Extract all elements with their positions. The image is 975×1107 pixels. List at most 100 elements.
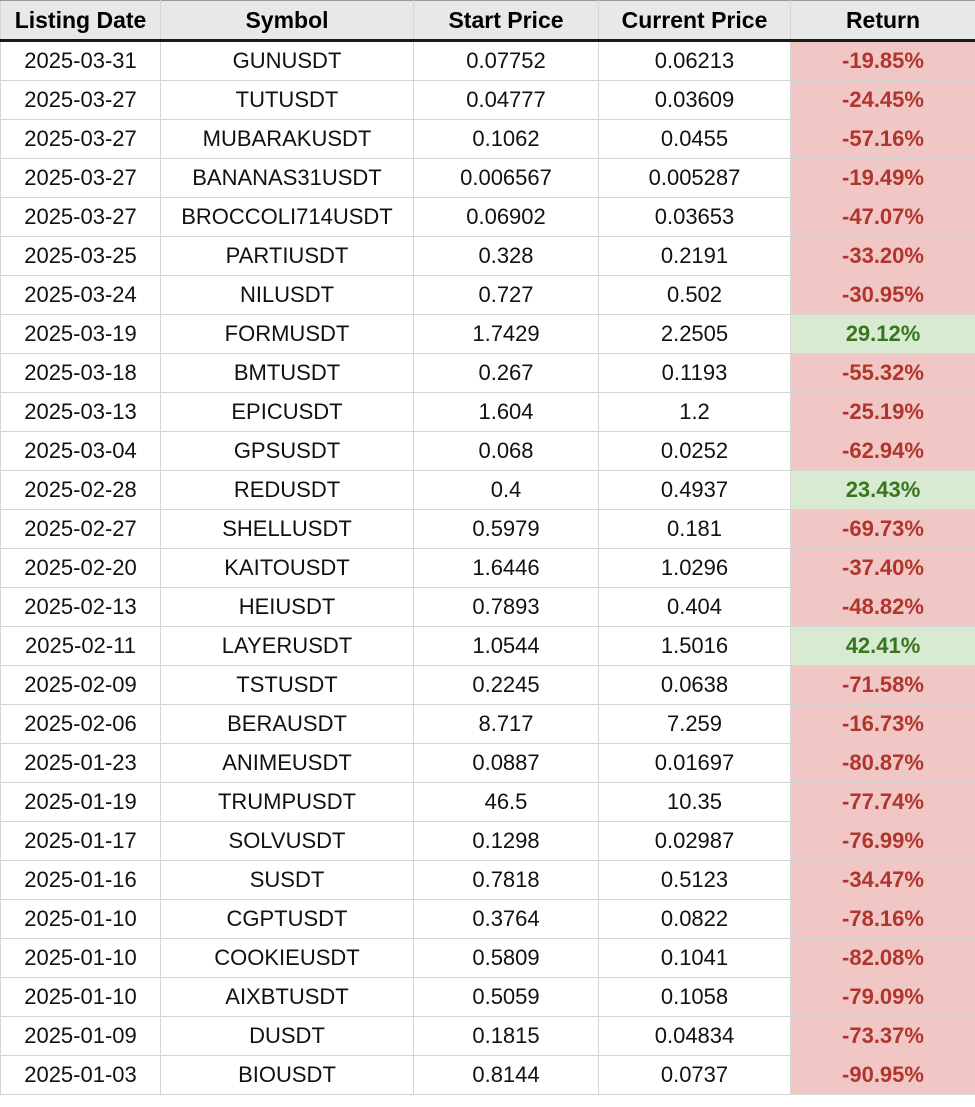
cell-return: -33.20% — [790, 236, 975, 276]
cell-return: 29.12% — [790, 314, 975, 354]
column-header-start-price: Start Price — [413, 0, 599, 42]
cell-return: -55.32% — [790, 353, 975, 393]
cell-start-price: 0.267 — [413, 353, 599, 393]
cell-return: -90.95% — [790, 1055, 975, 1095]
header-row: Listing Date Symbol Start Price Current … — [0, 0, 975, 42]
cell-return: -69.73% — [790, 509, 975, 549]
table-row: 2025-03-25 PARTIUSDT 0.328 0.2191 -33.20… — [0, 236, 975, 276]
cell-start-price: 0.1815 — [413, 1016, 599, 1056]
cell-symbol: SUSDT — [160, 860, 414, 900]
table-row: 2025-03-27 BANANAS31USDT 0.006567 0.0052… — [0, 158, 975, 198]
cell-current-price: 0.0638 — [598, 665, 791, 705]
cell-start-price: 0.06902 — [413, 197, 599, 237]
cell-start-price: 46.5 — [413, 782, 599, 822]
table-row: 2025-01-23 ANIMEUSDT 0.0887 0.01697 -80.… — [0, 743, 975, 783]
cell-current-price: 0.005287 — [598, 158, 791, 198]
cell-start-price: 1.0544 — [413, 626, 599, 666]
cell-symbol: BERAUSDT — [160, 704, 414, 744]
cell-return: -25.19% — [790, 392, 975, 432]
cell-symbol: EPICUSDT — [160, 392, 414, 432]
cell-start-price: 0.07752 — [413, 40, 599, 81]
table-body: 2025-03-31 GUNUSDT 0.07752 0.06213 -19.8… — [0, 40, 975, 1095]
cell-listing-date: 2025-01-10 — [0, 899, 161, 939]
cell-return: -78.16% — [790, 899, 975, 939]
cell-listing-date: 2025-03-27 — [0, 197, 161, 237]
cell-current-price: 0.04834 — [598, 1016, 791, 1056]
cell-symbol: SHELLUSDT — [160, 509, 414, 549]
cell-symbol: BMTUSDT — [160, 353, 414, 393]
cell-return: -71.58% — [790, 665, 975, 705]
cell-listing-date: 2025-03-04 — [0, 431, 161, 471]
table-row: 2025-01-17 SOLVUSDT 0.1298 0.02987 -76.9… — [0, 821, 975, 861]
cell-symbol: PARTIUSDT — [160, 236, 414, 276]
cell-listing-date: 2025-03-13 — [0, 392, 161, 432]
cell-listing-date: 2025-03-27 — [0, 119, 161, 159]
cell-symbol: DUSDT — [160, 1016, 414, 1056]
table-row: 2025-01-10 AIXBTUSDT 0.5059 0.1058 -79.0… — [0, 977, 975, 1017]
cell-symbol: HEIUSDT — [160, 587, 414, 627]
cell-listing-date: 2025-03-25 — [0, 236, 161, 276]
table-row: 2025-03-27 TUTUSDT 0.04777 0.03609 -24.4… — [0, 80, 975, 120]
cell-start-price: 0.5809 — [413, 938, 599, 978]
table-row: 2025-03-04 GPSUSDT 0.068 0.0252 -62.94% — [0, 431, 975, 471]
cell-current-price: 2.2505 — [598, 314, 791, 354]
table-row: 2025-01-10 COOKIEUSDT 0.5809 0.1041 -82.… — [0, 938, 975, 978]
table-row: 2025-02-28 REDUSDT 0.4 0.4937 23.43% — [0, 470, 975, 510]
cell-start-price: 0.0887 — [413, 743, 599, 783]
cell-return: 42.41% — [790, 626, 975, 666]
cell-symbol: MUBARAKUSDT — [160, 119, 414, 159]
cell-return: -19.49% — [790, 158, 975, 198]
table-row: 2025-02-09 TSTUSDT 0.2245 0.0638 -71.58% — [0, 665, 975, 705]
cell-return: -57.16% — [790, 119, 975, 159]
table-row: 2025-01-10 CGPTUSDT 0.3764 0.0822 -78.16… — [0, 899, 975, 939]
cell-start-price: 0.2245 — [413, 665, 599, 705]
cell-symbol: FORMUSDT — [160, 314, 414, 354]
cell-return: -73.37% — [790, 1016, 975, 1056]
table-row: 2025-03-13 EPICUSDT 1.604 1.2 -25.19% — [0, 392, 975, 432]
cell-current-price: 0.1041 — [598, 938, 791, 978]
cell-current-price: 0.02987 — [598, 821, 791, 861]
table-row: 2025-03-19 FORMUSDT 1.7429 2.2505 29.12% — [0, 314, 975, 354]
cell-current-price: 0.4937 — [598, 470, 791, 510]
cell-start-price: 0.328 — [413, 236, 599, 276]
table-row: 2025-01-09 DUSDT 0.1815 0.04834 -73.37% — [0, 1016, 975, 1056]
column-header-current-price: Current Price — [598, 0, 791, 42]
cell-current-price: 0.0737 — [598, 1055, 791, 1095]
cell-start-price: 0.5059 — [413, 977, 599, 1017]
cell-current-price: 0.2191 — [598, 236, 791, 276]
cell-start-price: 0.04777 — [413, 80, 599, 120]
cell-return: -82.08% — [790, 938, 975, 978]
cell-current-price: 1.0296 — [598, 548, 791, 588]
cell-return: -47.07% — [790, 197, 975, 237]
cell-listing-date: 2025-03-19 — [0, 314, 161, 354]
cell-listing-date: 2025-01-10 — [0, 938, 161, 978]
cell-symbol: LAYERUSDT — [160, 626, 414, 666]
cell-listing-date: 2025-02-06 — [0, 704, 161, 744]
cell-start-price: 0.3764 — [413, 899, 599, 939]
cell-symbol: TRUMPUSDT — [160, 782, 414, 822]
cell-return: -79.09% — [790, 977, 975, 1017]
table-row: 2025-01-03 BIOUSDT 0.8144 0.0737 -90.95% — [0, 1055, 975, 1095]
cell-return: -48.82% — [790, 587, 975, 627]
column-header-listing-date: Listing Date — [0, 0, 161, 42]
cell-symbol: GUNUSDT — [160, 40, 414, 81]
cell-start-price: 0.4 — [413, 470, 599, 510]
cell-current-price: 0.03653 — [598, 197, 791, 237]
cell-listing-date: 2025-02-13 — [0, 587, 161, 627]
cell-listing-date: 2025-02-11 — [0, 626, 161, 666]
cell-listing-date: 2025-01-16 — [0, 860, 161, 900]
cell-current-price: 7.259 — [598, 704, 791, 744]
cell-symbol: AIXBTUSDT — [160, 977, 414, 1017]
cell-symbol: TUTUSDT — [160, 80, 414, 120]
cell-current-price: 0.1193 — [598, 353, 791, 393]
cell-symbol: BIOUSDT — [160, 1055, 414, 1095]
cell-return: -77.74% — [790, 782, 975, 822]
cell-current-price: 0.1058 — [598, 977, 791, 1017]
cell-start-price: 0.7893 — [413, 587, 599, 627]
cell-current-price: 0.0252 — [598, 431, 791, 471]
cell-current-price: 1.2 — [598, 392, 791, 432]
cell-symbol: REDUSDT — [160, 470, 414, 510]
table-row: 2025-02-13 HEIUSDT 0.7893 0.404 -48.82% — [0, 587, 975, 627]
cell-current-price: 0.0822 — [598, 899, 791, 939]
cell-symbol: KAITOUSDT — [160, 548, 414, 588]
